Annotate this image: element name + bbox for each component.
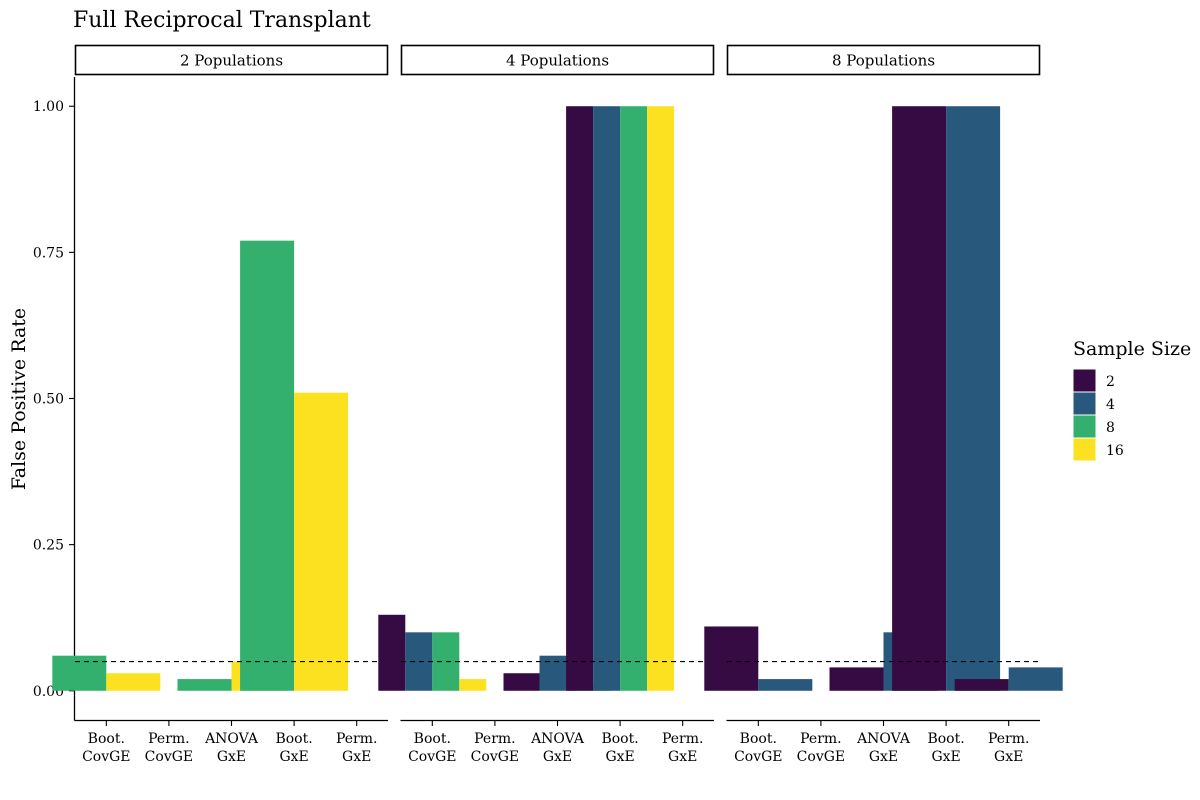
legend-label-4: 4: [1106, 397, 1115, 413]
x-tick-label-line: Boot.: [88, 731, 125, 747]
x-tick-label: Perm. GxE: [662, 731, 704, 765]
x-tick-label-line: GxE: [994, 749, 1023, 765]
x-tick-label-line: CovGE: [145, 749, 193, 765]
x-tick-label-line: GxE: [869, 749, 898, 765]
panel-3: 8 Populations Boot. CovGE Perm. CovGE ANOVA Gx…: [704, 44, 1063, 765]
facet-strip: [726, 44, 1041, 76]
y-tick-label-1: 0.25: [33, 538, 64, 554]
x-tick-label: ANOVA GxE: [856, 731, 911, 765]
x-tick-label-line: GxE: [931, 749, 960, 765]
x-tick-label: Perm. CovGE: [145, 731, 193, 765]
legend-swatch-2: [1072, 368, 1097, 393]
bar-size-4: [946, 106, 1001, 691]
bar-size-2: [704, 626, 759, 691]
bar-size-2: [892, 106, 947, 691]
x-tick-label: Boot. CovGE: [82, 731, 130, 765]
x-tick-label-line: ANOVA: [530, 731, 585, 747]
bar-size-4: [758, 679, 813, 691]
x-tick-label-line: Perm.: [988, 731, 1030, 747]
x-tick-label-line: GxE: [668, 749, 697, 765]
facet-strip: [74, 44, 389, 76]
bar-size-8: [177, 679, 232, 691]
bar-size-16: [647, 106, 675, 691]
x-tick-label-line: Boot.: [414, 731, 451, 747]
bar-size-4: [405, 632, 433, 691]
facet-strip-label: 8 Populations: [832, 52, 935, 70]
x-tick-label-line: Perm.: [662, 731, 704, 747]
bar-size-2: [954, 679, 1009, 691]
x-tick-label-line: GxE: [217, 749, 246, 765]
bar-size-2: [378, 614, 406, 691]
panel-2: 4 Populations Boot. CovGE Perm. CovGE ANOVA Gx…: [378, 44, 715, 765]
x-tick-label-line: Boot.: [275, 731, 312, 747]
x-tick-label: Perm. CovGE: [797, 731, 845, 765]
x-tick-label-line: Boot.: [601, 731, 638, 747]
bar-size-2: [503, 673, 540, 691]
x-tick-label-line: Boot.: [927, 731, 964, 747]
y-tick-label-3: 0.75: [33, 245, 64, 261]
y-tick-label-2: 0.50: [33, 392, 64, 408]
x-tick-label-line: CovGE: [82, 749, 130, 765]
bar-size-8: [240, 240, 295, 691]
panel-1: 2 Populations Boot. CovGE Perm. CovGE ANOVA Gx…: [52, 44, 389, 765]
bar-size-4: [593, 106, 621, 691]
legend-title: Sample Size: [1073, 338, 1191, 360]
facet-strip-label: 4 Populations: [506, 52, 609, 70]
facet-strip: [400, 44, 715, 76]
bar-size-2: [566, 106, 594, 691]
x-tick-label: Boot. GxE: [275, 731, 312, 765]
x-tick-label-line: Perm.: [336, 731, 378, 747]
x-tick-label: ANOVA GxE: [530, 731, 585, 765]
x-tick-label: Perm. GxE: [336, 731, 378, 765]
x-tick-label: ANOVA GxE: [204, 731, 259, 765]
x-tick-label: Boot. CovGE: [734, 731, 782, 765]
legend-swatch-4: [1072, 391, 1097, 416]
bar-size-8: [432, 632, 460, 691]
legend-label-8: 8: [1106, 420, 1115, 436]
x-tick-label-line: CovGE: [408, 749, 456, 765]
x-tick-label-line: Perm.: [800, 731, 842, 747]
x-tick-label-line: ANOVA: [856, 731, 911, 747]
y-axis: 0.000.250.500.751.00: [33, 77, 76, 721]
x-tick-label-line: GxE: [279, 749, 308, 765]
chart-title: Full Reciprocal Transplant: [73, 8, 371, 33]
x-tick-label: Boot. GxE: [601, 731, 638, 765]
x-tick-label: Perm. GxE: [988, 731, 1030, 765]
x-tick-label-line: Perm.: [148, 731, 190, 747]
legend-label-2: 2: [1106, 374, 1115, 390]
legend: Sample Size 2 4 8 16: [1072, 338, 1191, 462]
legend-label-16: 16: [1106, 443, 1124, 459]
x-tick-label-line: CovGE: [734, 749, 782, 765]
y-axis-title: False Positive Rate: [8, 308, 30, 490]
x-tick-label-line: GxE: [342, 749, 371, 765]
bar-size-8: [620, 106, 648, 691]
x-tick-label-line: ANOVA: [204, 731, 259, 747]
x-tick-label-line: Perm.: [474, 731, 516, 747]
x-tick-label-line: GxE: [605, 749, 634, 765]
bar-size-16: [106, 673, 161, 691]
x-tick-label-line: Boot.: [740, 731, 777, 747]
bar-size-8: [52, 655, 107, 691]
bar-size-16: [459, 679, 487, 691]
facet-strip-label: 2 Populations: [180, 52, 283, 70]
x-tick-label-line: GxE: [543, 749, 572, 765]
legend-swatch-16: [1072, 437, 1097, 462]
x-tick-label: Boot. CovGE: [408, 731, 456, 765]
bar-size-16: [294, 392, 349, 691]
x-tick-label: Boot. GxE: [927, 731, 964, 765]
x-tick-label-line: CovGE: [471, 749, 519, 765]
y-tick-label-4: 1.00: [33, 99, 64, 115]
legend-swatch-8: [1072, 414, 1097, 439]
legend-items: 2 4 8 16: [1072, 368, 1124, 462]
x-tick-label: Perm. CovGE: [471, 731, 519, 765]
bar-size-4: [1008, 667, 1063, 691]
x-tick-label-line: CovGE: [797, 749, 845, 765]
bar-size-2: [829, 667, 884, 691]
